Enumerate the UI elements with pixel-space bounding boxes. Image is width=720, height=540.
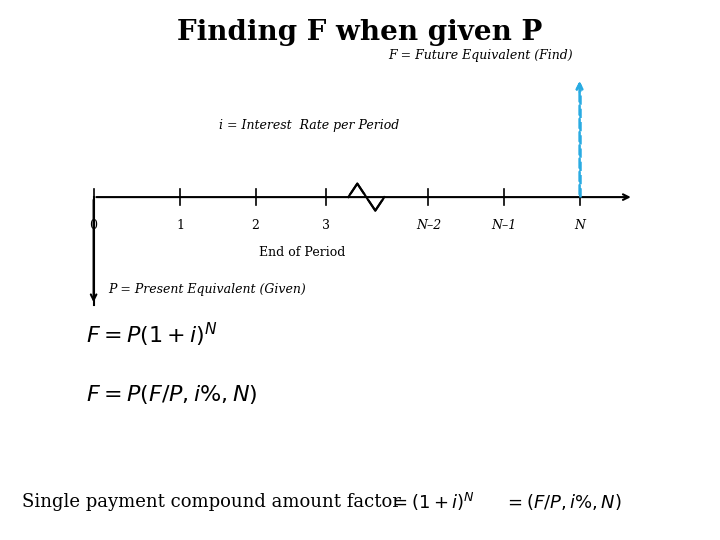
Text: 0: 0 [89, 219, 98, 232]
Text: End of Period: End of Period [259, 246, 346, 259]
Text: N: N [574, 219, 585, 232]
Text: Finding F when given P: Finding F when given P [177, 19, 543, 46]
Text: i = Interest  Rate per Period: i = Interest Rate per Period [220, 119, 400, 132]
Text: $F = P(1+i)^{N}$: $F = P(1+i)^{N}$ [86, 321, 218, 349]
Text: 1: 1 [176, 219, 184, 232]
Text: N–2: N–2 [415, 219, 441, 232]
Text: 3: 3 [322, 219, 330, 232]
Text: 2: 2 [252, 219, 259, 232]
Text: Single payment compound amount factor: Single payment compound amount factor [22, 493, 400, 511]
Text: N–1: N–1 [491, 219, 517, 232]
Text: F = Future Equivalent (Find): F = Future Equivalent (Find) [388, 49, 572, 62]
Text: P = Present Equivalent (Given): P = Present Equivalent (Given) [108, 284, 306, 296]
Text: $F = P(F/P, i\%, N)$: $F = P(F/P, i\%, N)$ [86, 383, 258, 406]
Text: $= (1+i)^{N}$: $= (1+i)^{N}$ [389, 491, 474, 513]
Text: $= (F/P, i\%, N)$: $= (F/P, i\%, N)$ [504, 492, 622, 512]
